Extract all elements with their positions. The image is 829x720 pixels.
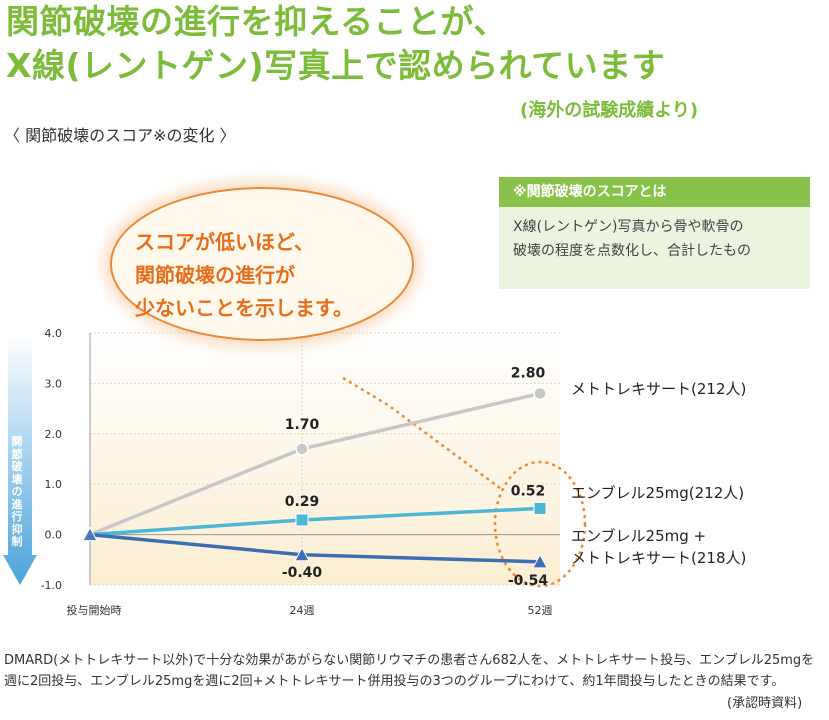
data-label: 1.70 [285, 417, 320, 433]
down-arrow-icon [3, 333, 37, 585]
title-line-1: 関節破壊の進行を抑えることが、 [6, 2, 507, 41]
legend-methotrexate: メトトレキサート(212人) [571, 380, 747, 398]
callout-text: スコアが低いほど、 関節破壊の進行が 少ないことを示します。 [135, 226, 353, 325]
x-tick-label: 投与開始時 [67, 603, 122, 617]
score-line-chart: 4.0 3.0 2.0 1.0 0.0 -1.0 1.70 2.80 0.29 0.52 -0.4… [41, 327, 587, 617]
data-label: 2.80 [511, 365, 546, 381]
y-tick-label: 2.0 [45, 428, 63, 441]
definition-body: X線(レントゲン)写真から骨や軟骨の 破壊の程度を点数化し、合計したもの [499, 207, 810, 289]
title-line-2: X線(レントゲン)写真上で認められています [6, 46, 666, 85]
approval-note: (承認時資料) [727, 696, 803, 711]
start-point [82, 526, 98, 542]
data-label: 0.52 [511, 483, 546, 499]
callout-line-1: スコアが低いほど、 [135, 230, 314, 254]
footnote: DMARD(メトトレキサート以外)で十分な効果があがらない関節リウマチの患者さん… [4, 653, 815, 689]
definition-line-1: X線(レントゲン)写真から骨や軟骨の [513, 219, 744, 235]
y-tick-label: 0.0 [45, 529, 63, 542]
data-point [533, 501, 547, 515]
legend-combination-line-2: メトトレキサート(218人) [571, 549, 747, 567]
data-point [294, 546, 310, 562]
data-point [295, 513, 309, 527]
legend-enbrel: エンブレル25mg(212人) [571, 484, 745, 502]
page-title: 関節破壊の進行を抑えることが、 X線(レントゲン)写真上で認められています [6, 0, 665, 88]
source-note: (海外の試験成績より) [520, 100, 699, 121]
data-point [533, 386, 547, 401]
definition-title: ※関節破壊のスコアとは [499, 177, 810, 207]
score-definition-box: ※関節破壊のスコアとは X線(レントゲン)写真から骨や軟骨の 破壊の程度を点数化… [499, 177, 810, 289]
definition-line-2: 破壊の程度を点数化し、合計したもの [513, 243, 751, 259]
legend-combination-line-1: エンブレル25mg + [571, 527, 707, 545]
data-point [295, 442, 309, 456]
callout-bubble [110, 187, 414, 341]
arrow-label: 関節破壊の進行抑制 [11, 435, 23, 548]
plot-area [90, 333, 560, 585]
data-label: -0.40 [282, 565, 323, 581]
callout-line-3: 少ないことを示します。 [135, 296, 353, 320]
x-tick-label: 24週 [290, 604, 315, 617]
data-label: 0.29 [285, 494, 320, 510]
section-label: 〈 関節破壊のスコア※の変化 〉 [4, 126, 236, 145]
y-tick-label: 4.0 [45, 327, 63, 340]
y-tick-label: -1.0 [41, 579, 62, 592]
callout-line-2: 関節破壊の進行が [135, 263, 295, 287]
data-label: -0.54 [508, 573, 549, 589]
legend-combination: エンブレル25mg + メトトレキサート(218人) [571, 525, 746, 569]
data-point [532, 553, 548, 569]
y-tick-label: 3.0 [45, 377, 63, 390]
y-tick-label: 1.0 [45, 478, 63, 491]
x-tick-label: 52週 [528, 604, 553, 617]
highlight-ellipse [493, 460, 587, 588]
